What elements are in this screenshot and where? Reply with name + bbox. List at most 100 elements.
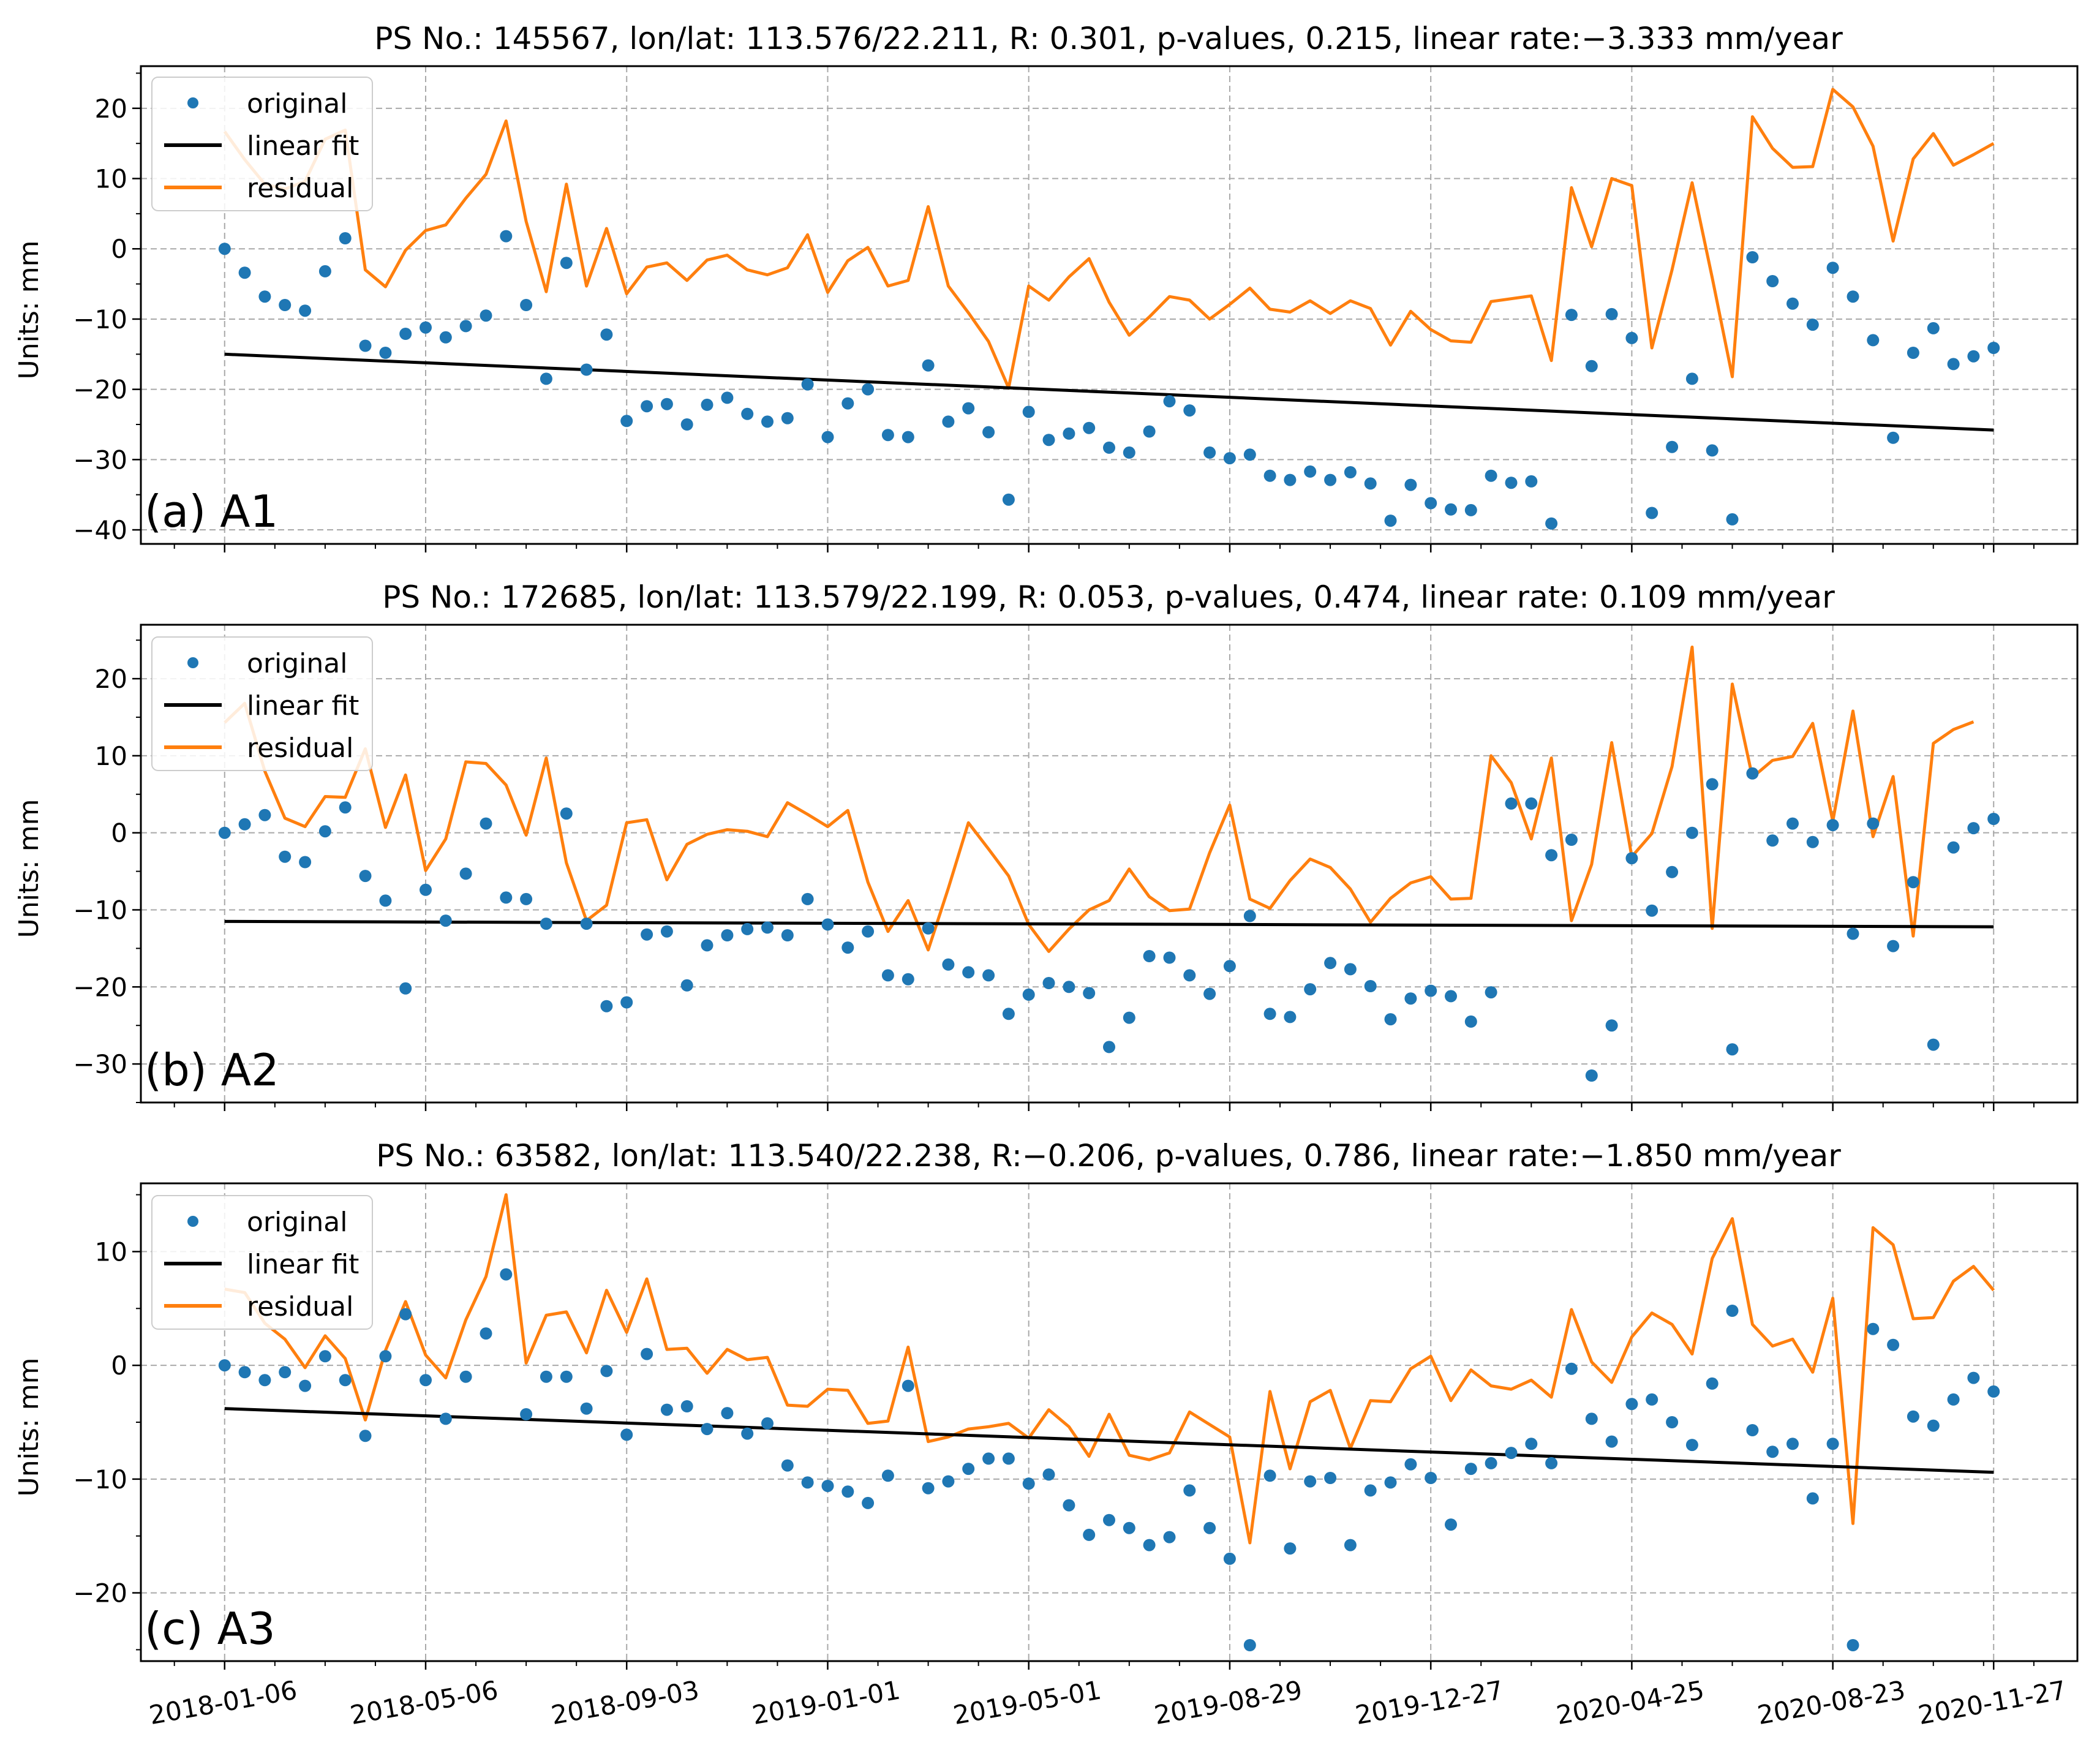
original-point (1324, 473, 1337, 486)
original-point (480, 309, 492, 322)
original-point (1826, 262, 1839, 274)
original-point (1887, 1338, 1900, 1351)
original-point (1525, 797, 1538, 810)
original-point (1103, 441, 1115, 454)
original-point (540, 918, 552, 930)
panel-a3-title: PS No.: 63582, lon/lat: 113.540/22.238, … (376, 1138, 1841, 1174)
original-point (1485, 1457, 1497, 1469)
original-point (580, 363, 593, 376)
original-point (1847, 1639, 1859, 1651)
original-point (1263, 1008, 1276, 1020)
original-point (701, 939, 713, 952)
legend-original-label: original (247, 648, 347, 679)
original-point (500, 891, 513, 904)
residual-series-line (224, 646, 1975, 953)
original-point (1847, 927, 1859, 940)
legend-linear-fit-label: linear fit (247, 130, 359, 162)
y-tick-label: −30 (73, 445, 127, 475)
original-point (1022, 1477, 1035, 1490)
original-point (862, 383, 875, 396)
original-point (1545, 1457, 1558, 1469)
original-point (660, 1403, 673, 1416)
original-point (1987, 342, 2000, 354)
panel-a3-ylabel: Units: mm (13, 1357, 45, 1496)
original-point (1646, 904, 1658, 917)
original-point (1364, 477, 1377, 490)
legend-residual-label: residual (247, 173, 353, 204)
original-point (1907, 1410, 1919, 1423)
original-point (1223, 960, 1236, 973)
original-point (560, 807, 573, 820)
y-tick-label: 0 (111, 1351, 127, 1381)
original-point (1344, 963, 1357, 976)
original-point (1565, 1362, 1578, 1375)
original-point (1766, 1446, 1779, 1458)
original-point (1927, 322, 1940, 334)
original-point (1364, 980, 1377, 992)
original-point (1625, 331, 1638, 344)
original-point (680, 979, 693, 992)
original-point (1867, 817, 1880, 830)
residual-series-line (224, 1193, 1995, 1545)
original-point (1284, 1011, 1297, 1023)
original-point (1746, 767, 1759, 780)
original-point (540, 1370, 552, 1383)
original-point (962, 966, 975, 979)
original-point (1666, 440, 1679, 453)
original-point (1746, 251, 1759, 263)
original-point (1445, 990, 1457, 1003)
original-point (902, 973, 914, 986)
legend-original-marker (187, 97, 198, 108)
original-point (1103, 1513, 1115, 1526)
original-point (781, 929, 794, 941)
original-point (1987, 1385, 2000, 1398)
original-point (500, 230, 513, 243)
original-point (1143, 425, 1156, 438)
original-point (339, 1374, 352, 1387)
original-point (1063, 427, 1075, 440)
legend-residual-label: residual (247, 1291, 353, 1322)
y-tick-label: −20 (73, 375, 127, 405)
original-point (318, 825, 331, 838)
original-point (1726, 1043, 1739, 1056)
original-point (1907, 876, 1919, 889)
original-point (1887, 940, 1900, 952)
original-point (299, 304, 312, 317)
original-point (379, 347, 392, 359)
original-point (238, 266, 251, 279)
legend-linear-fit-label: linear fit (247, 690, 359, 722)
panel-a1-legend: original linear fit residual (151, 77, 373, 211)
original-point (1404, 992, 1417, 1005)
original-point (1907, 347, 1919, 359)
original-point (1605, 1435, 1618, 1448)
original-point (1464, 1463, 1477, 1476)
original-point (1284, 1542, 1297, 1555)
original-point (1284, 473, 1297, 486)
y-tick-label: −40 (73, 515, 127, 545)
original-point (279, 850, 292, 863)
axes-frame (140, 1182, 2079, 1662)
original-point (881, 969, 894, 982)
original-point (1344, 1539, 1357, 1551)
y-tick-label: −20 (73, 972, 127, 1002)
original-point (801, 1476, 814, 1489)
original-point (299, 856, 312, 869)
y-tick-label: 0 (111, 234, 127, 264)
original-point (420, 883, 432, 896)
original-point (1746, 1424, 1759, 1436)
original-point (439, 914, 452, 927)
original-point (821, 1480, 834, 1492)
original-point (318, 265, 331, 277)
original-point (902, 431, 914, 443)
original-point (1967, 1371, 1980, 1384)
original-point (942, 958, 955, 971)
original-point (1947, 841, 1960, 854)
original-point (1243, 910, 1256, 922)
original-point (821, 918, 834, 931)
original-point (1344, 466, 1357, 478)
original-point (1123, 1011, 1135, 1024)
panel-a2-plot: −30 −20 −10 0 10 20 (73, 624, 2079, 1111)
original-point (1786, 297, 1799, 310)
original-point (1042, 977, 1055, 989)
